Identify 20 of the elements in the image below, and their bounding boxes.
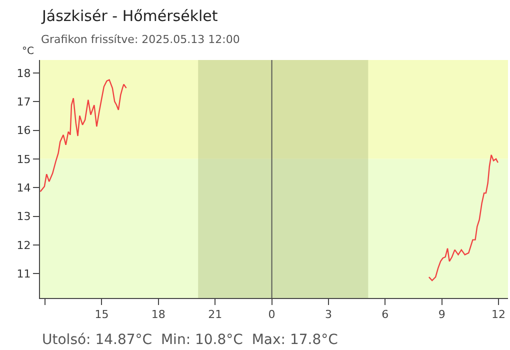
x-tick-label: 6	[382, 308, 389, 322]
y-tick-label: 12	[16, 238, 31, 252]
y-tick-label: 18	[16, 66, 31, 80]
y-tick-label: 17	[16, 95, 31, 108]
y-tick-label: 15	[16, 152, 31, 166]
x-tick-label: 9	[438, 308, 446, 322]
y-tick-label: 13	[16, 210, 31, 224]
x-tick-label: 0	[268, 308, 276, 322]
y-tick-label: 11	[16, 267, 31, 280]
chart-title: Jászkisér - Hőmérséklet	[41, 7, 218, 25]
x-tick-label: 18	[151, 308, 166, 322]
y-axis-title: °C	[22, 46, 34, 57]
y-tick-label: 14	[16, 181, 31, 194]
x-tick-label: 12	[492, 308, 506, 322]
x-tick-label: 3	[324, 308, 332, 322]
text: Utolsó: 14.87°C Min: 10.8°C Max: 17.8°C	[42, 332, 338, 348]
y-tick-label: 16	[16, 124, 31, 138]
x-tick-label: 15	[94, 308, 109, 322]
chart-subtitle: Grafikon frissítve: 2025.05.13 12:00	[41, 33, 240, 46]
x-tick-label: 21	[208, 308, 222, 322]
